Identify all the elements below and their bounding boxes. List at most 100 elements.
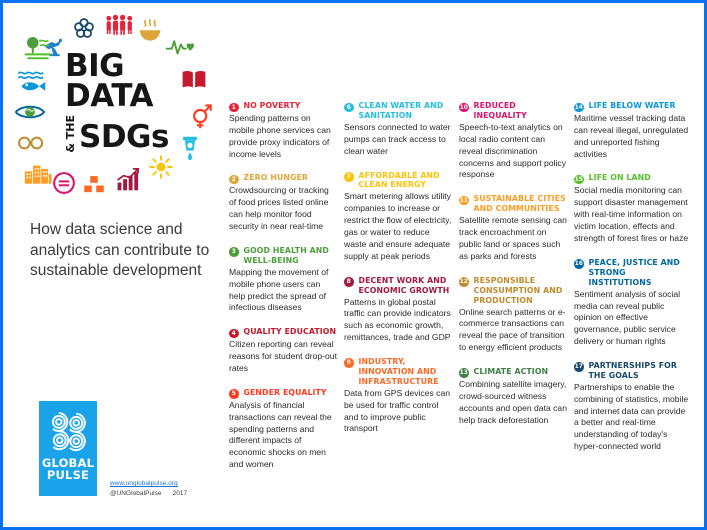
tree-land-icon <box>24 36 52 60</box>
goal-header: 14 LIFE BELOW WATER <box>574 101 689 112</box>
goal-description: Partnerships to enable the combining of … <box>574 381 689 452</box>
goal-item: 1 NO POVERTY Spending patterns on mobile… <box>229 101 337 160</box>
goal-header: 2 ZERO HUNGER <box>229 173 337 185</box>
goal-title: LIFE ON LAND <box>588 173 651 183</box>
goal-header: 15 LIFE ON LAND <box>574 173 689 185</box>
page-subtitle: How data science and analytics can contr… <box>30 221 210 280</box>
left-panel: BIG DATA & THE SDGs How data science and… <box>3 3 227 527</box>
sdg-icon-ring <box>15 11 219 196</box>
goal-item: 12 RESPONSIBLE CONSUMPTION AND PRODUCTIO… <box>459 276 567 354</box>
goal-item: 8 DECENT WORK AND ECONOMIC GROWTH Patter… <box>344 276 452 344</box>
goal-header: 11 SUSTAINABLE CITIES AND COMMUNITIES <box>459 194 567 214</box>
goal-description: Sentiment analysis of social media can r… <box>574 288 681 347</box>
fish-waves-icon <box>17 71 46 91</box>
goal-description: Combining satellite imagery, crowd-sourc… <box>459 378 567 425</box>
goal-number-badge: 13 <box>459 368 469 378</box>
sun-icon <box>149 155 173 179</box>
goal-number-badge: 4 <box>229 328 239 339</box>
goals-columns: 1 NO POVERTY Spending patterns on mobile… <box>229 101 698 484</box>
global-pulse-logo: GLOBAL PULSE <box>39 401 97 496</box>
goal-item: 15 LIFE ON LAND Social media monitoring … <box>574 173 689 244</box>
goal-header: 4 QUALITY EDUCATION <box>229 327 337 339</box>
global-pulse-logo-block: GLOBAL PULSE <box>39 401 97 496</box>
goal-title: INDUSTRY, INNOVATION AND INFRASTRUCTURE <box>358 356 439 386</box>
goal-title: PEACE, JUSTICE AND STRONG INSTITUTIONS <box>588 257 680 287</box>
title-line-big: BIG <box>65 48 125 84</box>
city-buildings-icon <box>24 165 52 184</box>
goal-header: 10 REDUCED INEQUALITY <box>459 101 567 121</box>
goal-number-badge: 9 <box>344 358 354 368</box>
goal-number-badge: 15 <box>574 174 584 185</box>
goal-number-badge: 11 <box>459 195 469 206</box>
family-people-icon <box>106 14 133 35</box>
goal-title: RESPONSIBLE CONSUMPTION AND PRODUCTION <box>473 275 563 305</box>
goal-header: 7 AFFORDABLE AND CLEAN ENERGY <box>344 171 452 191</box>
goal-description: Smart metering allows utility companies … <box>344 191 452 261</box>
goal-number-badge: 14 <box>574 102 584 112</box>
equals-circle-icon <box>53 172 75 194</box>
goal-number-badge: 12 <box>459 277 469 287</box>
goal-description: Mapping the movement of mobile phone use… <box>229 266 329 313</box>
goal-number-badge: 2 <box>229 174 239 185</box>
goal-description: Analysis of financial transactions can r… <box>229 399 332 470</box>
goal-header: 17 PARTNERSHIPS FOR THE GOALS <box>574 361 689 381</box>
bird-icon <box>44 38 63 57</box>
food-bowl-icon <box>139 19 161 41</box>
eye-globe-icon <box>15 105 45 119</box>
goal-number-badge: 3 <box>229 247 239 257</box>
open-book-icon <box>182 70 206 89</box>
goals-column-2: 6 CLEAN WATER AND SANITATION Sensors con… <box>344 101 459 484</box>
goal-header: 12 RESPONSIBLE CONSUMPTION AND PRODUCTIO… <box>459 276 567 306</box>
boxes-icon <box>83 175 105 194</box>
goal-title: QUALITY EDUCATION <box>243 327 337 337</box>
goal-header: 3 GOOD HEALTH AND WELL-BEING <box>229 246 337 266</box>
goal-header: 1 NO POVERTY <box>229 101 337 112</box>
goal-description: Speech-to-text analytics on local radio … <box>459 121 567 180</box>
goal-item: 6 CLEAN WATER AND SANITATION Sensors con… <box>344 101 452 158</box>
goals-column-4: 14 LIFE BELOW WATER Maritime vessel trac… <box>574 101 696 484</box>
flower-network-icon <box>74 18 94 38</box>
title-connector: & THE <box>64 114 77 153</box>
goal-description: Maritime vessel tracking data can reveal… <box>574 113 689 159</box>
goal-title: SUSTAINABLE CITIES AND COMMUNITIES <box>473 194 566 214</box>
goal-item: 4 QUALITY EDUCATION Citizen reporting ca… <box>229 327 337 375</box>
goal-title: LIFE BELOW WATER <box>588 101 676 110</box>
goal-description: Data from GPS devices can be used for tr… <box>344 387 451 434</box>
goal-item: 10 REDUCED INEQUALITY Speech-to-text ana… <box>459 101 567 181</box>
goal-item: 7 AFFORDABLE AND CLEAN ENERGY Smart mete… <box>344 171 452 263</box>
goal-number-badge: 5 <box>229 389 239 399</box>
title-with-icon-ring: BIG DATA & THE SDGs <box>15 11 219 196</box>
wordmark-line-1: GLOBAL <box>41 456 95 470</box>
credits-block: www.unglobalpulse.org @UNGlobalPulse 2017 <box>110 480 220 497</box>
goal-description: Spending patterns on mobile phone servic… <box>229 113 331 159</box>
goal-item: 17 PARTNERSHIPS FOR THE GOALS Partnershi… <box>574 361 689 453</box>
goal-header: 6 CLEAN WATER AND SANITATION <box>344 101 452 121</box>
title-sdgs-row: & THE SDGs <box>64 113 177 153</box>
goal-number-badge: 10 <box>459 102 469 112</box>
goal-header: 5 GENDER EQUALITY <box>229 388 337 399</box>
goal-description: Social media monitoring can support disa… <box>574 185 689 243</box>
wordmark-line-2: PULSE <box>46 467 90 482</box>
goal-item: 9 INDUSTRY, INNOVATION AND INFRASTRUCTUR… <box>344 357 452 435</box>
goal-description: Patterns in global postal traffic can pr… <box>344 296 451 343</box>
goal-title: GOOD HEALTH AND WELL-BEING <box>243 245 329 265</box>
goal-header: 13 CLIMATE ACTION <box>459 367 567 378</box>
goal-description: Crowdsourcing or tracking of food prices… <box>229 185 329 232</box>
website-link[interactable]: www.unglobalpulse.org <box>110 480 178 487</box>
gender-symbols-icon <box>193 104 212 129</box>
goal-title: REDUCED INEQUALITY <box>473 101 527 120</box>
goal-header: 8 DECENT WORK AND ECONOMIC GROWTH <box>344 276 452 296</box>
goal-title: DECENT WORK AND ECONOMIC GROWTH <box>358 275 450 295</box>
goal-header: 16 PEACE, JUSTICE AND STRONG INSTITUTION… <box>574 258 689 288</box>
heartbeat-icon <box>166 40 194 55</box>
goal-item: 11 SUSTAINABLE CITIES AND COMMUNITIES Sa… <box>459 194 567 262</box>
growth-chart-icon <box>117 168 139 191</box>
copyright-year: 2017 <box>172 490 188 497</box>
goal-description: Online search patterns or e-commerce tra… <box>459 306 566 353</box>
poster-title: BIG DATA & THE SDGs <box>64 48 177 153</box>
social-handle: @UNGlobalPulse <box>110 490 162 497</box>
goal-number-badge: 6 <box>344 102 354 112</box>
goal-item: 5 GENDER EQUALITY Analysis of financial … <box>229 388 337 471</box>
copyright-line: @UNGlobalPulse 2017 <box>110 490 220 497</box>
goal-item: 16 PEACE, JUSTICE AND STRONG INSTITUTION… <box>574 258 689 348</box>
